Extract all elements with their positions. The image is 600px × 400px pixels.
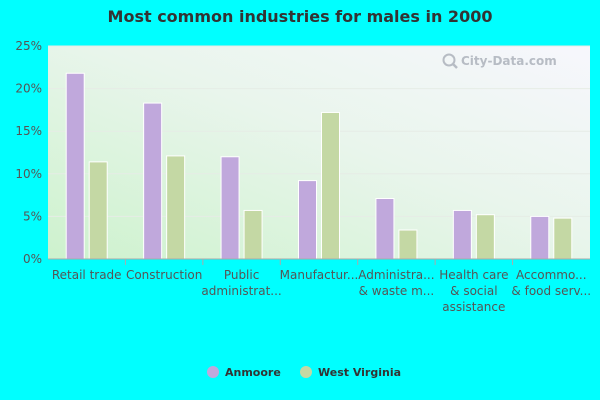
x-category-label: Retail trade bbox=[52, 268, 122, 282]
y-tick-label: 10% bbox=[15, 167, 42, 181]
x-category-label: Administra... & waste m... bbox=[358, 268, 434, 298]
bar-anmoore[interactable] bbox=[65, 72, 85, 260]
legend: Anmoore West Virginia bbox=[207, 366, 401, 379]
magnifier-icon bbox=[442, 53, 458, 69]
bar-anmoore[interactable] bbox=[530, 215, 550, 260]
bar-west-virginia[interactable] bbox=[166, 155, 186, 260]
bar-west-virginia[interactable] bbox=[243, 209, 263, 260]
legend-label: West Virginia bbox=[318, 366, 401, 379]
x-category-label: Construction bbox=[126, 268, 202, 282]
plot-area bbox=[48, 46, 590, 259]
y-tick-label: 25% bbox=[15, 39, 42, 53]
bar-anmoore[interactable] bbox=[143, 102, 163, 260]
bar-anmoore[interactable] bbox=[452, 209, 472, 260]
bar-anmoore[interactable] bbox=[375, 198, 395, 260]
legend-swatch bbox=[300, 366, 312, 378]
y-tick-label: 5% bbox=[23, 209, 42, 223]
x-category-label: Public administrat... bbox=[201, 268, 281, 298]
y-tick-label: 15% bbox=[15, 124, 42, 138]
bar-anmoore[interactable] bbox=[220, 156, 240, 260]
bar-west-virginia[interactable] bbox=[321, 111, 340, 260]
bar-west-virginia[interactable] bbox=[553, 217, 573, 260]
watermark: City-Data.com bbox=[442, 53, 557, 69]
watermark-text: City-Data.com bbox=[461, 54, 557, 68]
bar-west-virginia[interactable] bbox=[475, 214, 495, 260]
y-tick-label: 20% bbox=[15, 82, 42, 96]
bar-west-virginia[interactable] bbox=[88, 161, 108, 260]
legend-label: Anmoore bbox=[225, 366, 281, 379]
x-category-label: Health care & social assistance bbox=[439, 268, 508, 314]
x-category-label: Accommo... & food serv... bbox=[511, 268, 591, 298]
bar-west-virginia[interactable] bbox=[398, 229, 418, 260]
x-category-label: Manufactur... bbox=[280, 268, 359, 282]
legend-swatch bbox=[207, 366, 219, 378]
y-tick-label: 0% bbox=[23, 252, 42, 266]
bar-anmoore[interactable] bbox=[298, 180, 317, 260]
chart-title: Most common industries for males in 2000 bbox=[107, 7, 493, 26]
